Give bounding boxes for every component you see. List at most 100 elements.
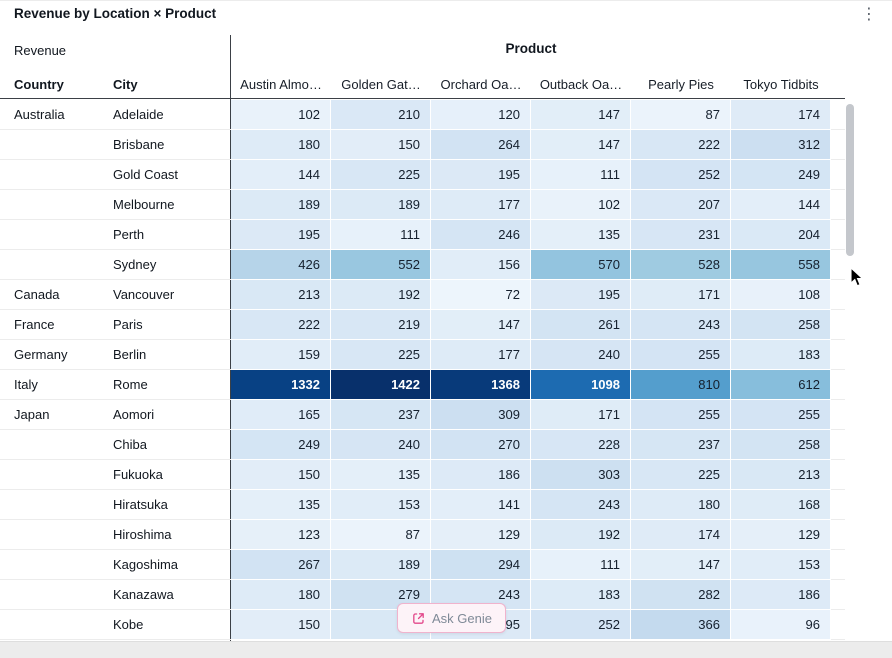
heatmap-cell[interactable]: 294	[431, 550, 531, 580]
heatmap-cell[interactable]: 255	[631, 400, 731, 430]
heatmap-cell[interactable]: 255	[631, 340, 731, 370]
heatmap-cell[interactable]: 177	[431, 340, 531, 370]
heatmap-cell[interactable]: 810	[631, 370, 731, 400]
heatmap-cell[interactable]: 225	[331, 340, 431, 370]
heatmap-cell[interactable]: 189	[331, 550, 431, 580]
heatmap-cell[interactable]: 144	[731, 190, 831, 220]
heatmap-cell[interactable]: 213	[731, 460, 831, 490]
heatmap-cell[interactable]: 252	[531, 610, 631, 640]
heatmap-cell[interactable]: 282	[631, 580, 731, 610]
heatmap-cell[interactable]: 366	[631, 610, 731, 640]
heatmap-cell[interactable]: 150	[331, 130, 431, 160]
heatmap-cell[interactable]: 210	[331, 100, 431, 130]
heatmap-cell[interactable]: 1422	[331, 370, 431, 400]
heatmap-cell[interactable]: 192	[531, 520, 631, 550]
heatmap-cell[interactable]: 147	[631, 550, 731, 580]
heatmap-cell[interactable]: 147	[531, 130, 631, 160]
heatmap-cell[interactable]: 183	[731, 340, 831, 370]
heatmap-cell[interactable]: 426	[231, 250, 331, 280]
column-header[interactable]: Orchard Oa…	[440, 77, 522, 92]
heatmap-cell[interactable]: 309	[431, 400, 531, 430]
heatmap-cell[interactable]: 147	[531, 100, 631, 130]
heatmap-cell[interactable]: 129	[431, 520, 531, 550]
heatmap-cell[interactable]: 237	[331, 400, 431, 430]
country-header[interactable]: Country	[14, 77, 64, 92]
heatmap-cell[interactable]: 312	[731, 130, 831, 160]
heatmap-cell[interactable]: 168	[731, 490, 831, 520]
heatmap-cell[interactable]: 228	[531, 430, 631, 460]
column-header[interactable]: Golden Gat…	[341, 77, 421, 92]
heatmap-cell[interactable]: 1368	[431, 370, 531, 400]
heatmap-cell[interactable]: 174	[631, 520, 731, 550]
heatmap-cell[interactable]: 261	[531, 310, 631, 340]
heatmap-cell[interactable]: 222	[631, 130, 731, 160]
heatmap-cell[interactable]: 612	[731, 370, 831, 400]
heatmap-cell[interactable]: 186	[731, 580, 831, 610]
heatmap-cell[interactable]: 243	[631, 310, 731, 340]
heatmap-cell[interactable]: 249	[231, 430, 331, 460]
heatmap-cell[interactable]: 129	[731, 520, 831, 550]
heatmap-cell[interactable]: 258	[731, 310, 831, 340]
heatmap-cell[interactable]: 189	[331, 190, 431, 220]
heatmap-cell[interactable]: 150	[231, 460, 331, 490]
heatmap-cell[interactable]: 255	[731, 400, 831, 430]
city-header[interactable]: City	[113, 77, 138, 92]
heatmap-cell[interactable]: 270	[431, 430, 531, 460]
heatmap-cell[interactable]: 252	[631, 160, 731, 190]
heatmap-cell[interactable]: 240	[531, 340, 631, 370]
heatmap-cell[interactable]: 552	[331, 250, 431, 280]
heatmap-cell[interactable]: 153	[331, 490, 431, 520]
heatmap-cell[interactable]: 231	[631, 220, 731, 250]
horizontal-scrollbar-track[interactable]	[0, 641, 892, 658]
heatmap-cell[interactable]: 195	[531, 280, 631, 310]
heatmap-cell[interactable]: 243	[531, 490, 631, 520]
heatmap-cell[interactable]: 558	[731, 250, 831, 280]
heatmap-cell[interactable]: 96	[731, 610, 831, 640]
vertical-scrollbar-thumb[interactable]	[846, 104, 854, 256]
heatmap-cell[interactable]: 180	[631, 490, 731, 520]
heatmap-cell[interactable]: 246	[431, 220, 531, 250]
heatmap-cell[interactable]: 183	[531, 580, 631, 610]
heatmap-cell[interactable]: 213	[231, 280, 331, 310]
heatmap-cell[interactable]: 153	[731, 550, 831, 580]
heatmap-cell[interactable]: 189	[231, 190, 331, 220]
heatmap-cell[interactable]: 237	[631, 430, 731, 460]
heatmap-cell[interactable]: 258	[731, 430, 831, 460]
heatmap-cell[interactable]: 87	[631, 100, 731, 130]
heatmap-cell[interactable]: 159	[231, 340, 331, 370]
column-header[interactable]: Outback Oa…	[539, 77, 623, 92]
heatmap-cell[interactable]: 102	[531, 190, 631, 220]
column-header[interactable]: Tokyo Tidbits	[743, 77, 819, 92]
heatmap-cell[interactable]: 174	[731, 100, 831, 130]
heatmap-cell[interactable]: 180	[231, 130, 331, 160]
heatmap-cell[interactable]: 165	[231, 400, 331, 430]
kebab-menu-icon[interactable]: ⋮	[861, 6, 877, 23]
heatmap-cell[interactable]: 171	[531, 400, 631, 430]
column-header[interactable]: Austin Almo…	[240, 77, 322, 92]
heatmap-cell[interactable]: 249	[731, 160, 831, 190]
heatmap-cell[interactable]: 219	[331, 310, 431, 340]
heatmap-cell[interactable]: 240	[331, 430, 431, 460]
heatmap-cell[interactable]: 204	[731, 220, 831, 250]
heatmap-cell[interactable]: 141	[431, 490, 531, 520]
heatmap-cell[interactable]: 225	[631, 460, 731, 490]
heatmap-cell[interactable]: 207	[631, 190, 731, 220]
heatmap-cell[interactable]: 156	[431, 250, 531, 280]
heatmap-cell[interactable]: 72	[431, 280, 531, 310]
heatmap-cell[interactable]: 222	[231, 310, 331, 340]
heatmap-cell[interactable]: 180	[231, 580, 331, 610]
heatmap-cell[interactable]: 225	[331, 160, 431, 190]
ask-genie-button[interactable]: Ask Genie	[397, 603, 506, 633]
heatmap-cell[interactable]: 120	[431, 100, 531, 130]
heatmap-cell[interactable]: 570	[531, 250, 631, 280]
heatmap-cell[interactable]: 102	[231, 100, 331, 130]
heatmap-cell[interactable]: 528	[631, 250, 731, 280]
heatmap-cell[interactable]: 195	[431, 160, 531, 190]
heatmap-cell[interactable]: 87	[331, 520, 431, 550]
heatmap-cell[interactable]: 267	[231, 550, 331, 580]
heatmap-cell[interactable]: 111	[331, 220, 431, 250]
heatmap-cell[interactable]: 144	[231, 160, 331, 190]
heatmap-cell[interactable]: 111	[531, 550, 631, 580]
heatmap-cell[interactable]: 177	[431, 190, 531, 220]
heatmap-cell[interactable]: 195	[231, 220, 331, 250]
